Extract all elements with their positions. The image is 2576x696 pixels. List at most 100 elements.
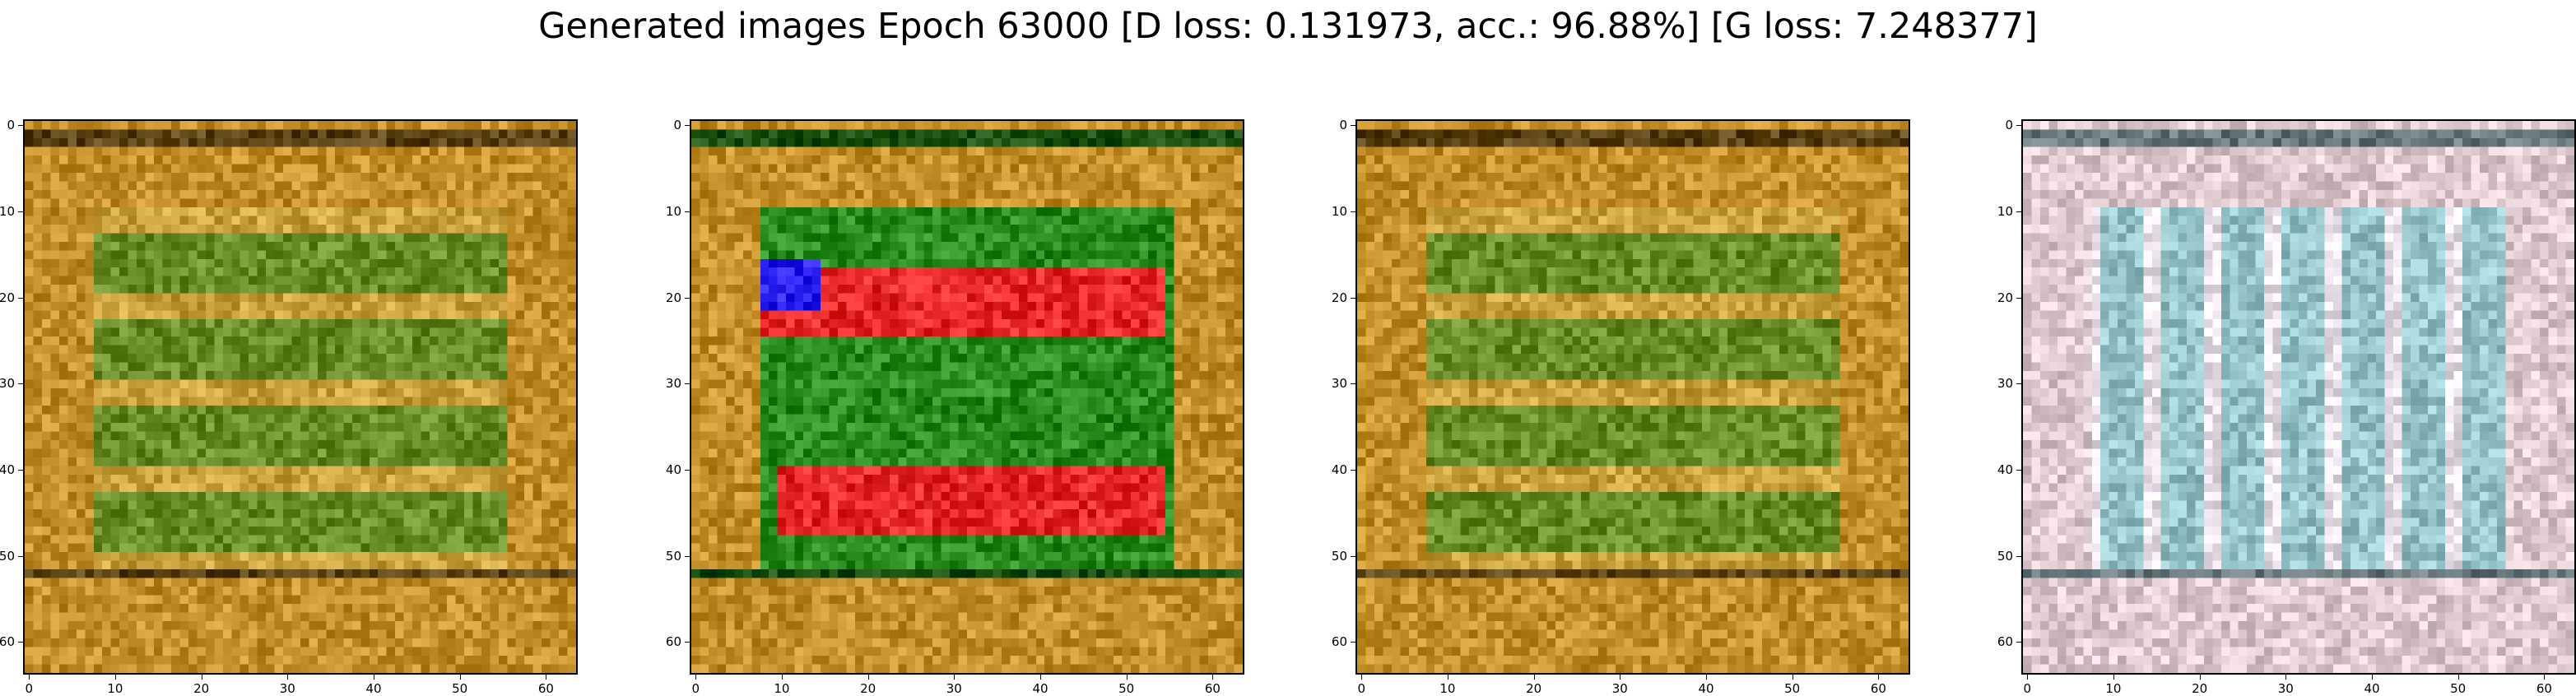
x-tick-label: 30	[1612, 681, 1628, 696]
y-tick-mark	[1351, 470, 1355, 471]
y-tick-mark	[18, 383, 23, 384]
x-tick-label: 20	[193, 681, 209, 696]
y-tick-mark	[18, 298, 23, 299]
x-tick-mark	[1127, 675, 1128, 680]
x-tick-mark	[2200, 675, 2201, 680]
y-tick-label: 10	[666, 204, 681, 219]
image-frame	[1355, 119, 1910, 675]
x-tick-label: 60	[2536, 681, 2552, 696]
y-tick-label: 40	[0, 462, 15, 477]
y-tick-mark	[18, 125, 23, 126]
x-tick-label: 60	[1871, 681, 1886, 696]
x-tick-mark	[1706, 675, 1707, 680]
x-tick-label: 50	[452, 681, 467, 696]
x-tick-label: 10	[774, 681, 789, 696]
x-tick-mark	[2285, 675, 2286, 680]
y-tick-label: 40	[1997, 462, 2013, 477]
y-tick-label: 40	[666, 462, 681, 477]
y-tick-mark	[1351, 383, 1355, 384]
x-tick-mark	[1361, 675, 1362, 680]
x-tick-mark	[868, 675, 869, 680]
y-tick-label: 10	[1997, 204, 2013, 219]
x-tick-label: 50	[1784, 681, 1800, 696]
generated-pixels	[1357, 121, 1909, 673]
image-frame	[23, 119, 578, 675]
y-tick-mark	[18, 556, 23, 557]
x-tick-label: 0	[1357, 681, 1365, 696]
y-tick-label: 0	[1339, 118, 1347, 132]
x-tick-mark	[2027, 675, 2028, 680]
y-tick-label: 30	[0, 376, 15, 391]
y-tick-mark	[1351, 642, 1355, 643]
y-tick-label: 30	[1332, 376, 1347, 391]
y-tick-label: 0	[2005, 118, 2013, 132]
x-tick-label: 0	[25, 681, 33, 696]
x-tick-label: 30	[946, 681, 962, 696]
x-tick-mark	[1534, 675, 1535, 680]
y-tick-mark	[685, 211, 690, 212]
x-tick-mark	[2113, 675, 2114, 680]
x-tick-mark	[695, 675, 696, 680]
y-tick-label: 50	[0, 549, 15, 564]
y-tick-label: 60	[0, 634, 15, 649]
generated-pixels	[2023, 121, 2574, 673]
x-tick-label: 60	[1205, 681, 1221, 696]
generated-pixels	[25, 121, 576, 673]
y-tick-label: 0	[7, 118, 15, 132]
x-tick-mark	[1878, 675, 1879, 680]
x-tick-mark	[460, 675, 461, 680]
y-tick-mark	[1351, 125, 1355, 126]
x-tick-label: 40	[365, 681, 381, 696]
y-tick-label: 20	[1997, 290, 2013, 305]
y-tick-mark	[685, 470, 690, 471]
y-tick-mark	[2016, 383, 2021, 384]
y-tick-label: 20	[1332, 290, 1347, 305]
x-tick-label: 30	[280, 681, 295, 696]
image-frame	[690, 119, 1244, 675]
y-tick-label: 50	[666, 549, 681, 564]
y-tick-label: 60	[1332, 634, 1347, 649]
y-tick-mark	[1351, 298, 1355, 299]
x-tick-label: 50	[2450, 681, 2466, 696]
x-tick-label: 10	[107, 681, 123, 696]
y-tick-mark	[685, 556, 690, 557]
y-tick-label: 30	[666, 376, 681, 391]
y-tick-mark	[685, 298, 690, 299]
x-tick-label: 20	[1526, 681, 1541, 696]
y-tick-mark	[685, 383, 690, 384]
x-tick-label: 30	[2278, 681, 2294, 696]
y-tick-label: 60	[1997, 634, 2013, 649]
y-tick-mark	[18, 642, 23, 643]
y-tick-label: 60	[666, 634, 681, 649]
y-tick-mark	[2016, 470, 2021, 471]
x-tick-mark	[954, 675, 955, 680]
y-tick-mark	[18, 470, 23, 471]
y-tick-label: 50	[1997, 549, 2013, 564]
x-tick-mark	[1212, 675, 1213, 680]
y-tick-label: 10	[1332, 204, 1347, 219]
image-frame	[2021, 119, 2576, 675]
x-tick-mark	[29, 675, 30, 680]
x-tick-mark	[2544, 675, 2545, 680]
x-tick-mark	[1040, 675, 1041, 680]
x-tick-label: 40	[2364, 681, 2379, 696]
x-tick-label: 20	[860, 681, 876, 696]
y-tick-mark	[18, 211, 23, 212]
y-tick-label: 10	[0, 204, 15, 219]
y-tick-label: 0	[673, 118, 681, 132]
x-tick-label: 10	[1439, 681, 1455, 696]
x-tick-label: 20	[2192, 681, 2207, 696]
y-tick-mark	[2016, 211, 2021, 212]
y-tick-mark	[2016, 556, 2021, 557]
x-tick-label: 50	[1118, 681, 1134, 696]
x-tick-label: 0	[2023, 681, 2031, 696]
y-tick-mark	[685, 125, 690, 126]
x-tick-label: 60	[538, 681, 554, 696]
x-tick-label: 40	[1698, 681, 1713, 696]
x-tick-mark	[782, 675, 783, 680]
y-tick-label: 20	[0, 290, 15, 305]
y-tick-mark	[2016, 298, 2021, 299]
y-tick-mark	[2016, 642, 2021, 643]
